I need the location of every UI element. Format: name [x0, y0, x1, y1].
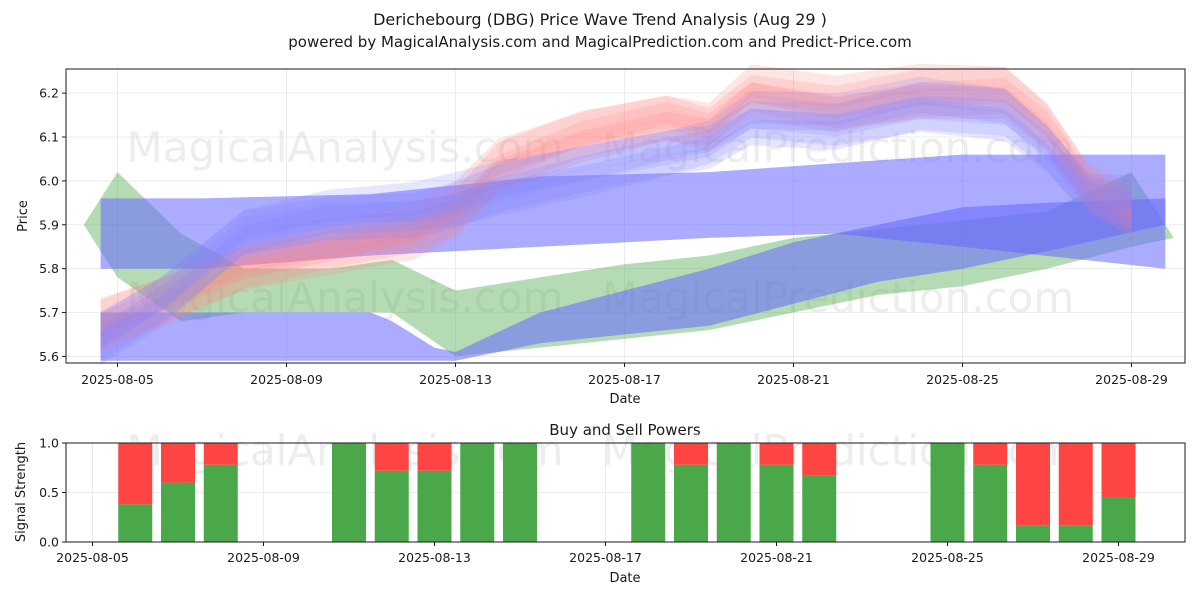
blue-wave-bands-4	[100, 98, 1132, 347]
price-x-tick-label: 2025-08-21	[757, 372, 830, 387]
signal-bars	[118, 443, 1136, 542]
price-chart: MagicalAnalysis.com MagicalPrediction.co…	[16, 63, 1186, 407]
blue-wave-bands-1	[100, 82, 1132, 351]
rising-blue-band-lower	[100, 198, 1166, 361]
signal-x-label: Date	[609, 571, 640, 586]
buy-bar	[674, 464, 708, 542]
blue-wave-bands-2	[100, 101, 1132, 361]
pink-wave-bands-1	[100, 66, 1132, 338]
flat-blue-band-upper	[100, 154, 1166, 269]
buy-bar	[118, 504, 153, 542]
buy-bar	[802, 475, 837, 542]
signal-y-tick-label: 0.5	[39, 485, 59, 500]
buy-bar	[973, 464, 1008, 542]
sell-bar	[802, 443, 837, 476]
price-y-tick-label: 5.9	[39, 217, 59, 232]
signal-x-tick-label: 2025-08-29	[1082, 550, 1155, 565]
sell-bar	[1058, 443, 1093, 526]
sell-bar	[417, 443, 452, 471]
price-y-tick-label: 6.1	[39, 130, 59, 145]
price-y-tick-label: 6.0	[39, 173, 59, 188]
pink-wave-bands-2	[100, 88, 1132, 348]
sell-bar	[161, 443, 195, 483]
signal-x-tick-label: 2025-08-17	[569, 550, 642, 565]
signal-y-tick-label: 0.0	[39, 535, 59, 550]
signal-x-axis: 2025-08-05 2025-08-09 2025-08-13 2025-08-17…	[56, 542, 1155, 565]
sell-bar	[973, 443, 1008, 465]
signal-x-tick-label: 2025-08-21	[740, 550, 813, 565]
signal-x-tick-label: 2025-08-05	[56, 550, 129, 565]
buy-bar	[374, 470, 409, 542]
chart-subtitle: powered by MagicalAnalysis.com and Magic…	[288, 33, 912, 51]
buy-bar	[1058, 525, 1093, 542]
buy-bar	[161, 482, 195, 542]
blue-wave-bands-0	[100, 95, 1132, 366]
price-x-tick-label: 2025-08-13	[419, 372, 492, 387]
price-x-axis: 2025-08-05 2025-08-09 2025-08-13 2025-08-17…	[81, 363, 1168, 387]
sell-bar	[374, 443, 409, 471]
sell-bar	[118, 443, 153, 505]
pink-wave-bands-0	[100, 78, 1132, 352]
price-y-label: Price	[16, 200, 31, 232]
buy-bar	[930, 443, 965, 542]
sell-bar	[1016, 443, 1050, 526]
price-x-tick-label: 2025-08-29	[1095, 372, 1168, 387]
watermark-analysis-top: MagicalAnalysis.com	[127, 123, 564, 172]
signal-y-tick-label: 1.0	[39, 436, 59, 451]
sell-bar	[203, 443, 238, 465]
buy-bar	[503, 443, 537, 542]
price-bands	[83, 63, 1174, 366]
price-y-axis: 5.6 5.7 5.8 5.9 6.0 6.1 6.2	[39, 86, 66, 364]
price-x-tick-label: 2025-08-09	[250, 372, 323, 387]
buy-bar	[460, 443, 495, 542]
signal-title: Buy and Sell Powers	[549, 421, 701, 439]
price-x-label: Date	[609, 392, 640, 407]
pink-wave-bands-4	[100, 82, 1132, 333]
price-y-tick-label: 6.2	[39, 86, 59, 101]
signal-x-tick-label: 2025-08-25	[911, 550, 984, 565]
signal-y-label: Signal Strength	[14, 442, 29, 542]
chart-title: Derichebourg (DBG) Price Wave Trend Anal…	[373, 10, 827, 29]
sell-bar	[1101, 443, 1136, 498]
signal-x-tick-label: 2025-08-09	[227, 550, 300, 565]
pink-wave-bands-3	[100, 63, 1132, 324]
price-y-tick-label: 5.8	[39, 261, 59, 276]
signal-chart: Buy and Sell Powers MagicalAnalysis.com …	[14, 421, 1186, 586]
buy-bar	[332, 443, 366, 542]
price-x-tick-label: 2025-08-25	[926, 372, 999, 387]
price-y-tick-label: 5.7	[39, 305, 59, 320]
green-band	[83, 172, 1174, 357]
price-x-tick-label: 2025-08-05	[81, 372, 154, 387]
buy-bar	[1016, 525, 1050, 542]
price-x-tick-label: 2025-08-17	[588, 372, 661, 387]
price-y-tick-label: 5.6	[39, 349, 59, 364]
buy-bar	[759, 464, 794, 542]
price-plot-frame	[65, 68, 1186, 364]
buy-bar	[631, 443, 666, 542]
buy-bar	[417, 470, 452, 542]
signal-x-tick-label: 2025-08-13	[398, 550, 471, 565]
sell-bar	[674, 443, 708, 465]
buy-bar	[1101, 497, 1136, 542]
buy-bar	[716, 443, 751, 542]
buy-bar	[203, 464, 238, 542]
blue-wave-bands-3	[100, 76, 1132, 337]
sell-bar	[759, 443, 794, 465]
signal-y-axis: 0.0 0.5 1.0	[39, 436, 66, 550]
